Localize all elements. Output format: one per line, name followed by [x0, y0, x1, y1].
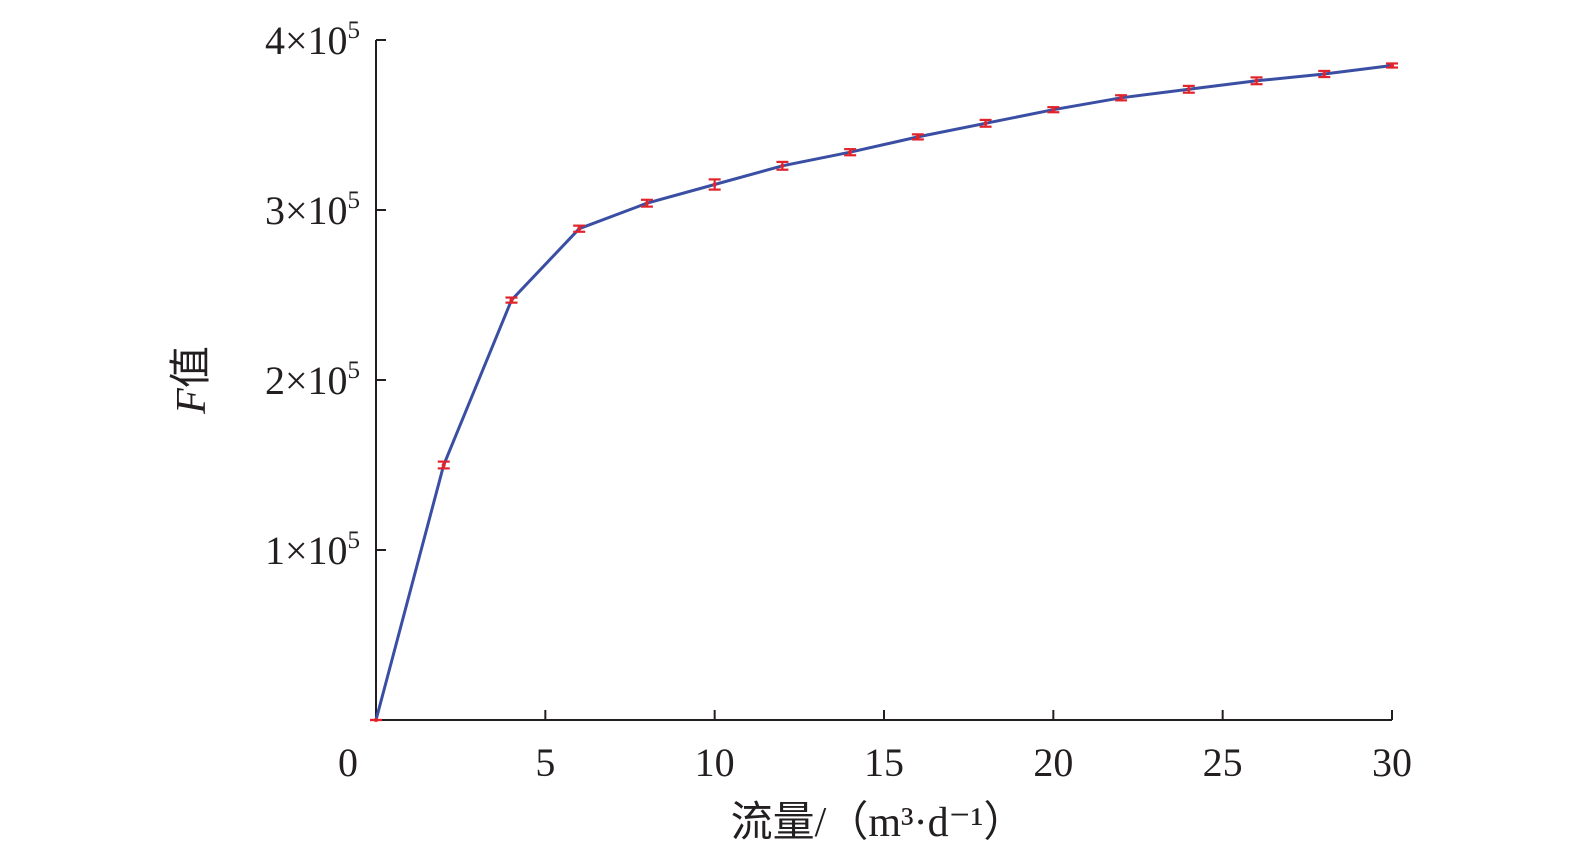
- y-axis-title: F值: [169, 346, 215, 415]
- x-axis-title: 流量/（m³·d⁻¹）: [731, 800, 1026, 846]
- error-bar: [1250, 76, 1263, 86]
- data-point: [983, 121, 988, 126]
- error-bar: [437, 460, 450, 470]
- y-tick-label: 4×105: [265, 17, 360, 63]
- data-point: [441, 463, 446, 467]
- data-point: [1051, 107, 1056, 112]
- y-tick-label: 1×105: [265, 527, 360, 573]
- error-bar: [573, 224, 586, 233]
- error-bar: [776, 160, 789, 171]
- error-bar: [505, 296, 518, 304]
- data-point: [712, 182, 717, 187]
- data-point: [644, 201, 649, 206]
- x-tick-label: 30: [1372, 740, 1412, 785]
- y-tick-label: 3×105: [265, 187, 360, 233]
- data-point: [780, 163, 785, 168]
- y-ticks: 1×105 2×105 3×105 4×105: [265, 17, 386, 573]
- x-tick-label: 0: [338, 740, 358, 785]
- data-point: [848, 150, 853, 155]
- x-ticks: 0 5 10 15 20 25 30: [338, 710, 1412, 785]
- data-point: [1390, 63, 1394, 68]
- data-point: [1186, 87, 1191, 92]
- error-bar: [979, 118, 992, 128]
- x-tick-label: 15: [864, 740, 904, 785]
- y-tick-label: 2×105: [265, 357, 360, 403]
- data-point: [915, 134, 920, 139]
- x-tick-label: 10: [695, 740, 735, 785]
- error-bar: [708, 178, 721, 191]
- error-bar: [911, 133, 924, 141]
- series-line: [374, 64, 1393, 721]
- data-point: [1254, 78, 1259, 83]
- error-bar: [1182, 84, 1195, 94]
- error-bar: [1115, 94, 1128, 102]
- error-bar: [1386, 62, 1398, 69]
- data-point: [374, 718, 378, 722]
- x-tick-label: 20: [1033, 740, 1073, 785]
- data-point: [509, 298, 514, 303]
- x-tick-label: 25: [1203, 740, 1243, 785]
- x-tick-label: 5: [535, 740, 555, 785]
- data-point: [577, 226, 582, 231]
- error-bar: [1318, 69, 1331, 79]
- data-point: [1119, 95, 1124, 100]
- error-bar: [370, 718, 382, 722]
- error-bar: [844, 148, 857, 157]
- error-bar: [640, 198, 653, 208]
- series-group: [370, 62, 1398, 722]
- data-point: [1322, 72, 1327, 76]
- plot-area: 1×105 2×105 3×105 4×105 0 5 10 15 20 25 30: [265, 17, 1412, 785]
- error-bar: [1047, 106, 1060, 114]
